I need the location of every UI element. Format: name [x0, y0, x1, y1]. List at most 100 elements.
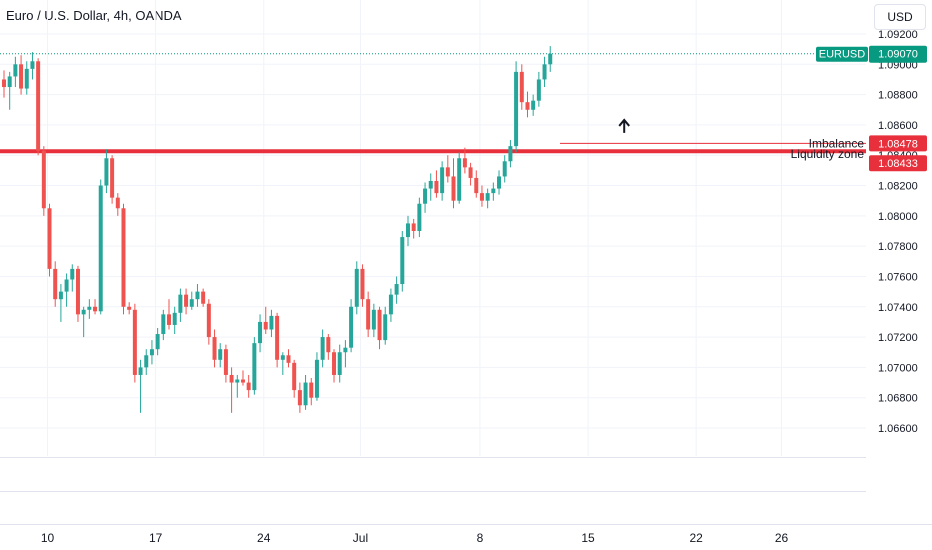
last-price-badge: [869, 45, 927, 63]
candle-body: [206, 303, 211, 338]
date-tick-label: 15: [581, 531, 595, 545]
price-tick-label: 1.08000: [878, 211, 918, 223]
candle-body: [314, 359, 319, 398]
candle-body: [75, 268, 80, 315]
candle-body: [110, 158, 115, 198]
candle-body: [246, 382, 251, 391]
candle-body: [240, 379, 245, 383]
candle-body: [309, 382, 314, 398]
time-axis-divider: [0, 524, 932, 525]
markers: [618, 118, 630, 133]
imbalance-price-badge: [869, 135, 927, 152]
liquidity-zone-label: Liquidity zone: [791, 147, 865, 161]
date-tick-label: 10: [41, 531, 55, 545]
candle-body: [405, 223, 410, 238]
price-tick-label: 1.07800: [878, 241, 918, 253]
candle-body: [149, 349, 154, 356]
candle-body: [53, 268, 58, 300]
candle-body: [394, 284, 399, 295]
price-tick-label: 1.07400: [878, 302, 918, 314]
price-tick-label: 1.06800: [878, 393, 918, 405]
candle-body: [434, 180, 439, 194]
candle-body: [41, 150, 46, 209]
currency-button[interactable]: USD: [874, 4, 926, 30]
candle-body: [218, 349, 223, 360]
candle-body: [275, 315, 280, 360]
candle-body: [87, 306, 92, 310]
candle-body: [132, 309, 137, 375]
imbalance-label: Imbalance: [809, 136, 865, 150]
symbol-badge-label: EURUSD: [819, 49, 866, 61]
pane-divider: [0, 491, 866, 492]
candle-body: [371, 309, 376, 330]
candle-body: [542, 64, 547, 80]
candle-body: [286, 355, 291, 363]
candle-body: [155, 334, 160, 350]
candle-body: [263, 321, 268, 330]
candle-body: [377, 309, 382, 341]
candle-body: [354, 268, 359, 307]
candle-body: [485, 193, 490, 201]
price-tick-label: 1.08200: [878, 181, 918, 193]
candle-body: [98, 185, 103, 312]
chart-title: Euro / U.S. Dollar, 4h, OANDA: [6, 8, 182, 23]
candle-body: [195, 291, 200, 300]
candle-body: [349, 306, 354, 348]
candle-body: [138, 367, 143, 375]
candle-body: [423, 188, 428, 204]
candle-body: [531, 100, 536, 110]
price-tick-label: 1.07200: [878, 332, 918, 344]
candle-body: [184, 294, 189, 307]
time-axis: 10 17 24 Jul 8 15 22 26: [41, 531, 789, 545]
candle-body: [115, 197, 120, 209]
candle-body: [451, 176, 456, 201]
arrow-up-icon: [618, 118, 630, 133]
candle-body: [280, 355, 285, 360]
pane-divider: [0, 457, 866, 458]
candle-body: [491, 188, 496, 194]
candle-body: [320, 337, 325, 360]
candles: [2, 46, 553, 413]
candle-body: [24, 68, 29, 89]
date-tick-label: 26: [775, 531, 789, 545]
candle-body: [411, 223, 416, 231]
candle-body: [19, 64, 24, 89]
candle-body: [326, 337, 331, 353]
candle-body: [64, 279, 69, 292]
candle-body: [297, 390, 302, 406]
candle-body: [30, 61, 35, 69]
price-tick-label: 1.08800: [878, 90, 918, 102]
candle-body: [497, 176, 502, 189]
candle-body: [343, 347, 348, 353]
candle-body: [258, 321, 263, 344]
candle-body: [172, 312, 177, 325]
candle-body: [212, 337, 217, 360]
candle-body: [58, 291, 63, 300]
candle-body: [525, 102, 530, 110]
candle-body: [36, 61, 41, 151]
candle-body: [70, 268, 75, 280]
candle-body: [189, 299, 194, 307]
candle-body: [201, 291, 206, 304]
candle-body: [127, 306, 132, 310]
price-tick-label: 1.07000: [878, 362, 918, 374]
candle-body: [508, 146, 513, 162]
candle-body: [440, 167, 445, 194]
candle-body: [502, 161, 507, 177]
candle-body: [462, 158, 467, 168]
candle-body: [2, 79, 6, 88]
price-tick-label: 1.09200: [878, 29, 918, 41]
candle-body: [519, 71, 524, 103]
candle-body: [474, 177, 479, 194]
price-tick-label: 1.07600: [878, 271, 918, 283]
candle-body: [269, 315, 274, 330]
candle-body: [178, 294, 183, 313]
candle-body: [479, 193, 484, 201]
candle-body: [548, 53, 553, 65]
price-tick-label: 1.06600: [878, 423, 918, 435]
date-tick-label: Jul: [353, 531, 368, 545]
candle-body: [514, 71, 519, 147]
price-badges: EURUSD 1.09070 1.08478 1.08433: [816, 45, 927, 172]
